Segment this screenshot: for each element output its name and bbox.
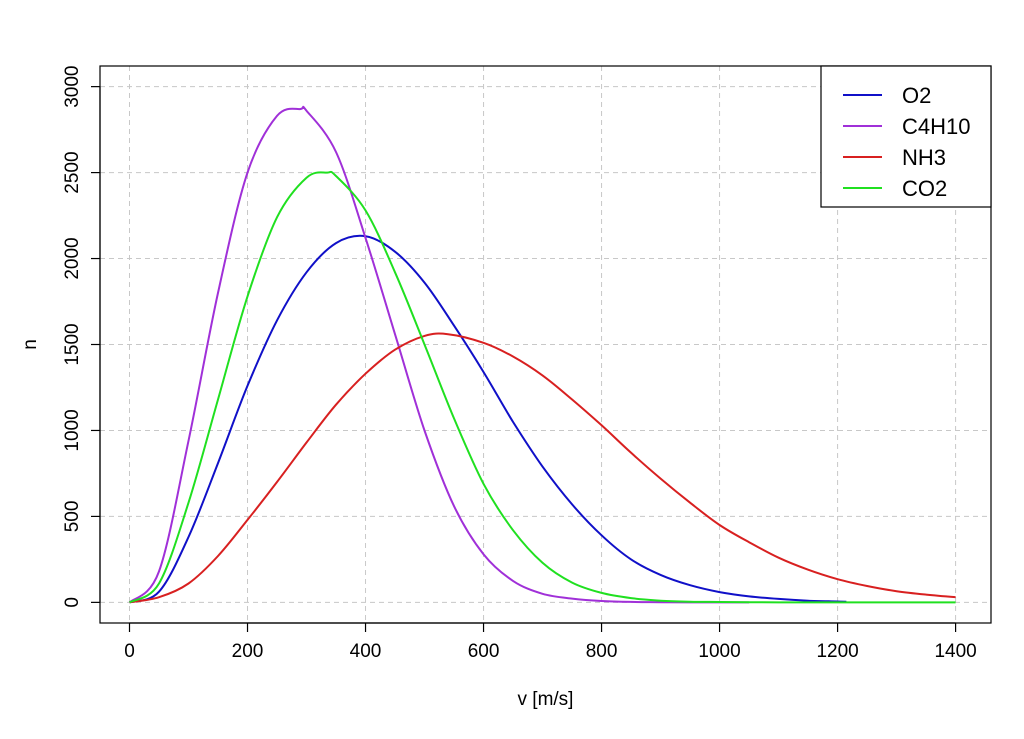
- x-tick-label: 400: [350, 641, 382, 662]
- series-lines: [128, 105, 956, 604]
- y-tick-label: 3000: [62, 65, 83, 107]
- x-axis-title: v [m/s]: [518, 689, 574, 710]
- x-tick-label: 1400: [934, 641, 976, 662]
- x-tick-label: 1200: [816, 641, 858, 662]
- x-tick-label: 1000: [698, 641, 740, 662]
- series-line-o2: [129, 234, 847, 604]
- series-line-nh3: [129, 332, 956, 604]
- x-tick-label: 0: [124, 641, 135, 662]
- x-tick-label: 800: [586, 641, 618, 662]
- x-axis: 0 200 400 600 800 1000 1200 1400: [124, 622, 977, 662]
- series-line-co2: [128, 170, 956, 604]
- y-tick-label: 1500: [62, 323, 83, 365]
- y-tick-label: 2000: [62, 237, 83, 279]
- y-axis-title: n: [20, 339, 41, 350]
- y-tick-label: 0: [62, 597, 83, 608]
- y-tick-label: 500: [62, 501, 83, 533]
- x-tick-label: 600: [468, 641, 500, 662]
- y-tick-label: 1000: [62, 409, 83, 451]
- legend-box: [820, 65, 992, 208]
- x-tick-label: 200: [232, 641, 264, 662]
- legend-label: O2: [902, 83, 931, 108]
- legend: O2 C4H10 NH3 CO2: [820, 65, 992, 208]
- legend-label: CO2: [902, 176, 947, 201]
- legend-label: NH3: [902, 145, 946, 170]
- legend-label: C4H10: [902, 114, 970, 139]
- series-line-c4h10: [128, 105, 750, 604]
- y-tick-label: 2500: [62, 151, 83, 193]
- y-axis: 0 500 1000 1500 2000 2500 3000: [62, 65, 101, 608]
